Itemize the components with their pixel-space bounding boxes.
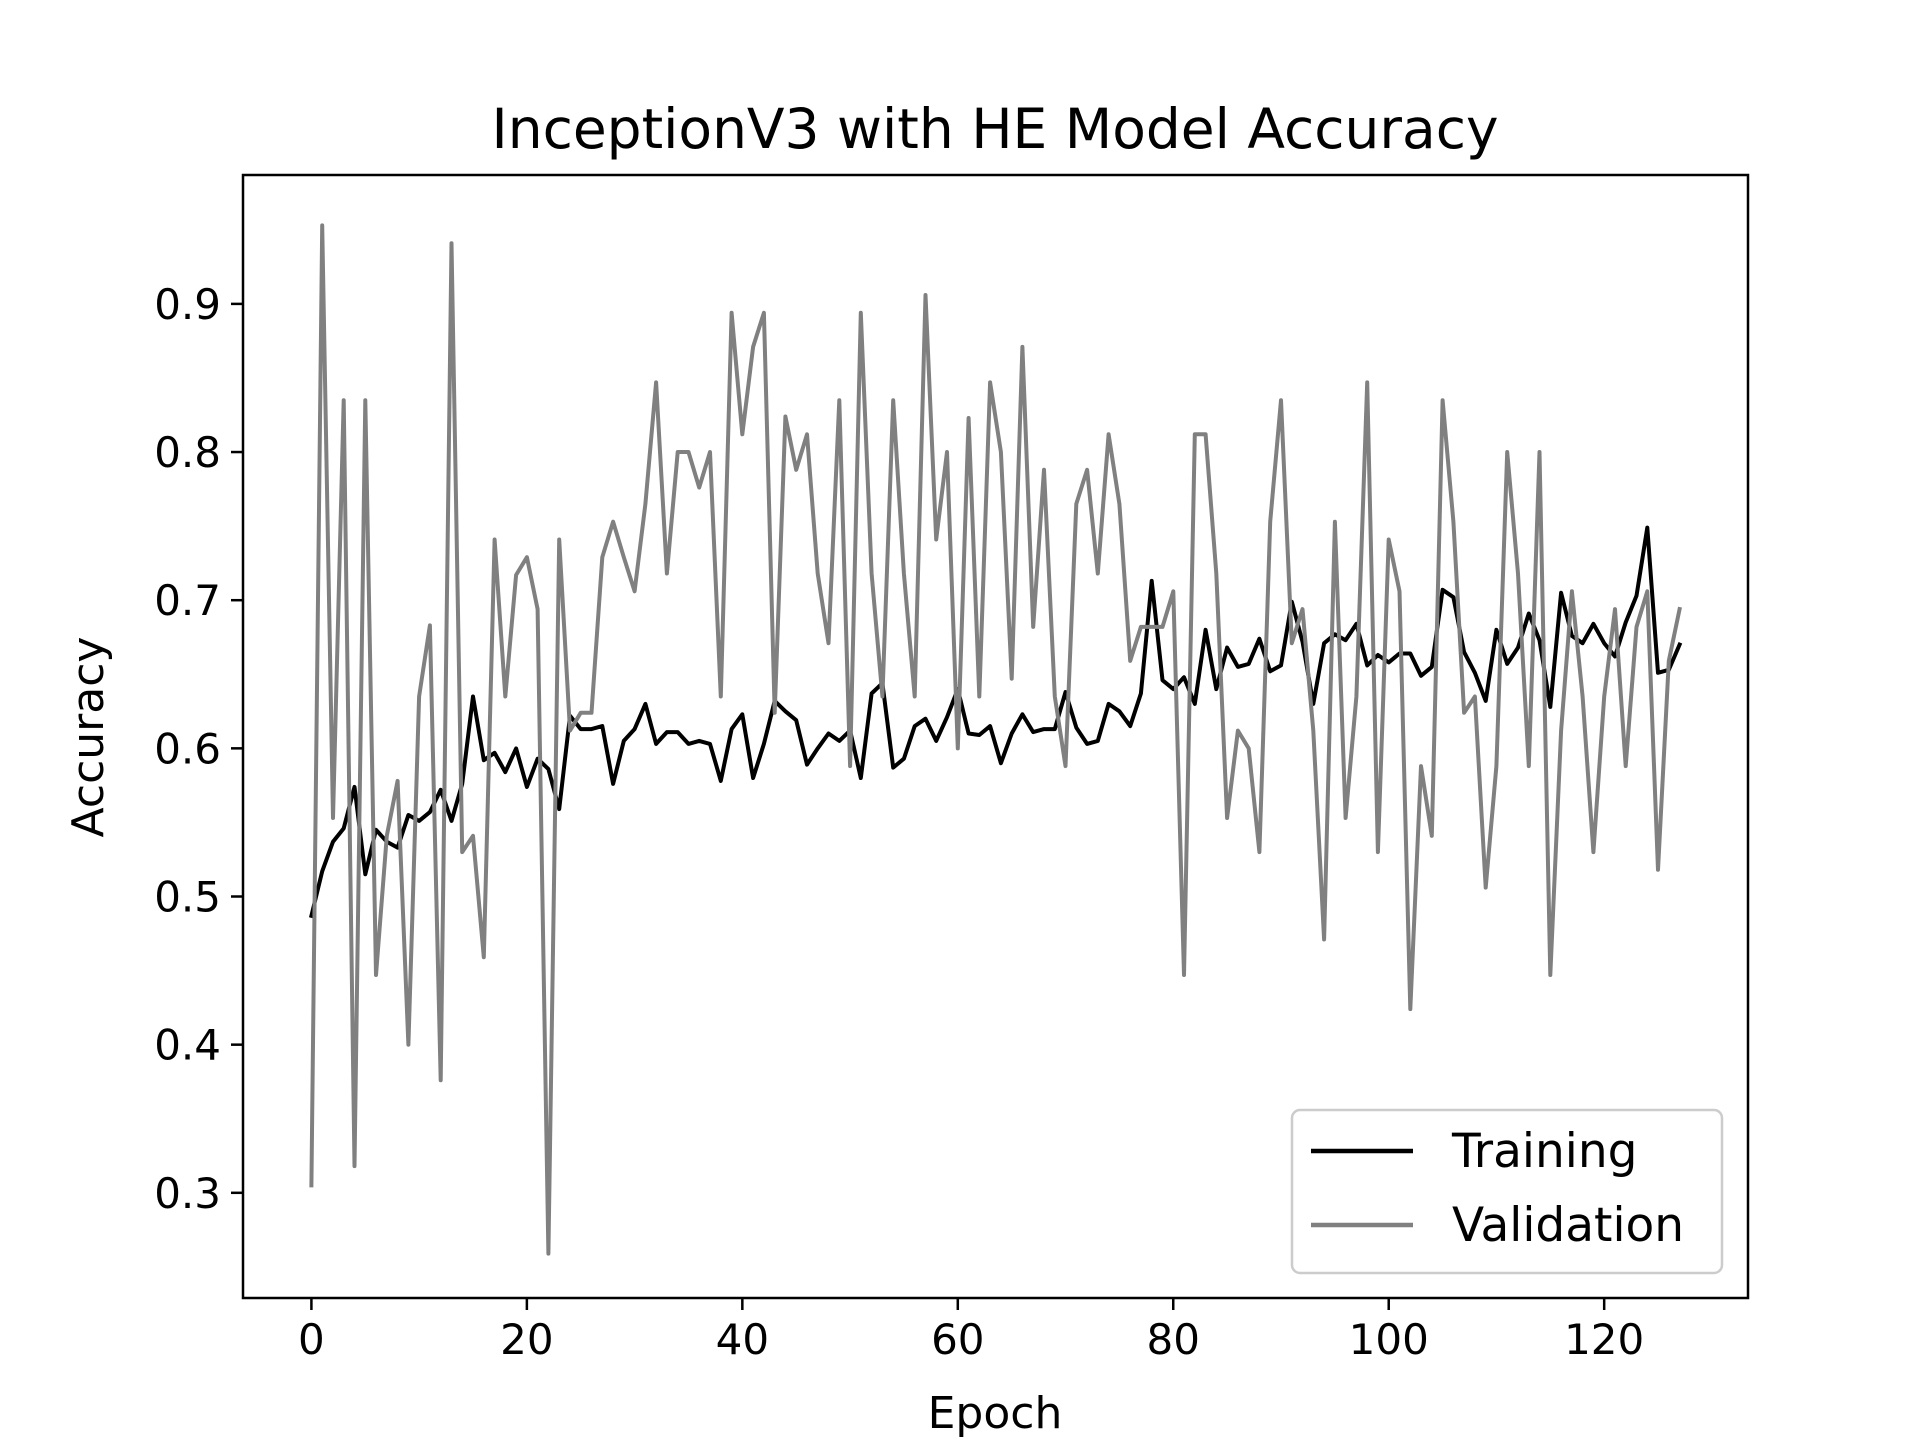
y-axis-ticks: 0.3 0.4 0.5 0.6 0.7 0.8 0.9 bbox=[154, 280, 243, 1218]
x-tick-label: 120 bbox=[1564, 1315, 1644, 1364]
series-line-validation bbox=[309, 223, 1682, 1256]
y-tick-label: 0.4 bbox=[154, 1021, 221, 1070]
y-tick-label: 0.7 bbox=[154, 576, 221, 625]
chart-title: InceptionV3 with HE Model Accuracy bbox=[492, 97, 1499, 161]
legend-label-training: Training bbox=[1451, 1124, 1637, 1179]
legend: Training Validation bbox=[1290, 1108, 1724, 1275]
y-tick-label: 0.6 bbox=[154, 724, 221, 773]
y-tick-label: 0.9 bbox=[154, 280, 221, 329]
x-tick-label: 20 bbox=[500, 1315, 553, 1364]
y-tick-label: 0.3 bbox=[154, 1169, 221, 1218]
y-tick-label: 0.5 bbox=[154, 873, 221, 922]
plot-frame bbox=[241, 173, 1750, 1300]
x-axis-label: Epoch bbox=[928, 1388, 1063, 1439]
x-tick-label: 0 bbox=[298, 1315, 325, 1364]
y-axis-label: Accuracy bbox=[63, 637, 114, 838]
y-tick-label: 0.8 bbox=[154, 428, 221, 477]
x-tick-label: 100 bbox=[1349, 1315, 1429, 1364]
legend-label-validation: Validation bbox=[1452, 1198, 1684, 1253]
x-tick-label: 80 bbox=[1147, 1315, 1200, 1364]
series-layer bbox=[308, 223, 1683, 1256]
x-axis-ticks: 0 20 40 60 80 100 120 bbox=[298, 1298, 1644, 1364]
x-tick-label: 60 bbox=[931, 1315, 984, 1364]
x-tick-label: 40 bbox=[716, 1315, 769, 1364]
